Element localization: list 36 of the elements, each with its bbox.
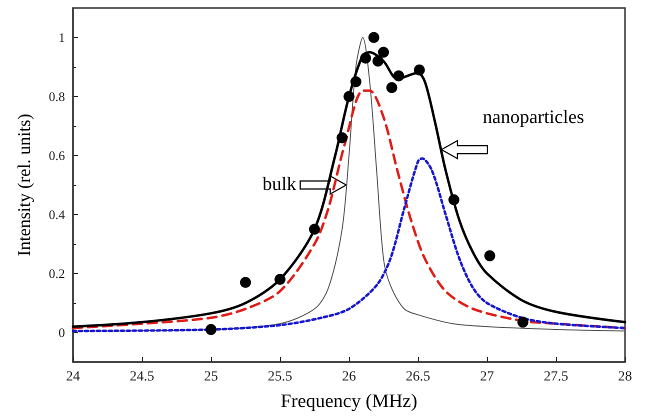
x-tick-label: 26.5 bbox=[406, 370, 430, 384]
annotation: nanoparticles bbox=[482, 106, 584, 129]
x-axis-title: Frequency (MHz) bbox=[280, 391, 418, 412]
point bbox=[206, 324, 216, 336]
point bbox=[350, 76, 362, 88]
annotation: bulk bbox=[262, 174, 296, 196]
point bbox=[386, 82, 398, 94]
y-tick-label: 0.4 bbox=[48, 207, 66, 222]
point bbox=[517, 316, 528, 328]
x-tick-label: 26 bbox=[342, 370, 356, 384]
x-tick-label: 24 bbox=[66, 370, 80, 384]
point bbox=[368, 32, 380, 43]
point bbox=[393, 70, 404, 82]
y-axis-title: Intensity (rel. units) bbox=[14, 114, 34, 256]
point bbox=[372, 56, 384, 67]
x-tick-label: 27.5 bbox=[544, 370, 568, 384]
y-tick-label: 0.8 bbox=[48, 89, 65, 104]
y-tick-label: 0.2 bbox=[48, 266, 65, 281]
x-tick-label: 24.5 bbox=[130, 370, 154, 384]
point bbox=[448, 194, 460, 206]
y-tick-label: 0 bbox=[58, 325, 65, 340]
point bbox=[360, 52, 372, 64]
point bbox=[274, 274, 286, 285]
point bbox=[378, 46, 389, 58]
x-tick-label: 25.5 bbox=[268, 370, 292, 384]
y-tick-label: 0.6 bbox=[48, 148, 66, 163]
point bbox=[309, 224, 320, 235]
x-tick-label: 28 bbox=[618, 370, 632, 384]
x-tick-label: 25 bbox=[204, 370, 218, 384]
point bbox=[336, 132, 348, 144]
point bbox=[344, 91, 354, 102]
point bbox=[484, 250, 496, 262]
point bbox=[414, 64, 425, 76]
x-tick-label: 27 bbox=[480, 370, 494, 384]
point bbox=[240, 276, 251, 288]
y-tick-label: 1 bbox=[58, 30, 65, 45]
